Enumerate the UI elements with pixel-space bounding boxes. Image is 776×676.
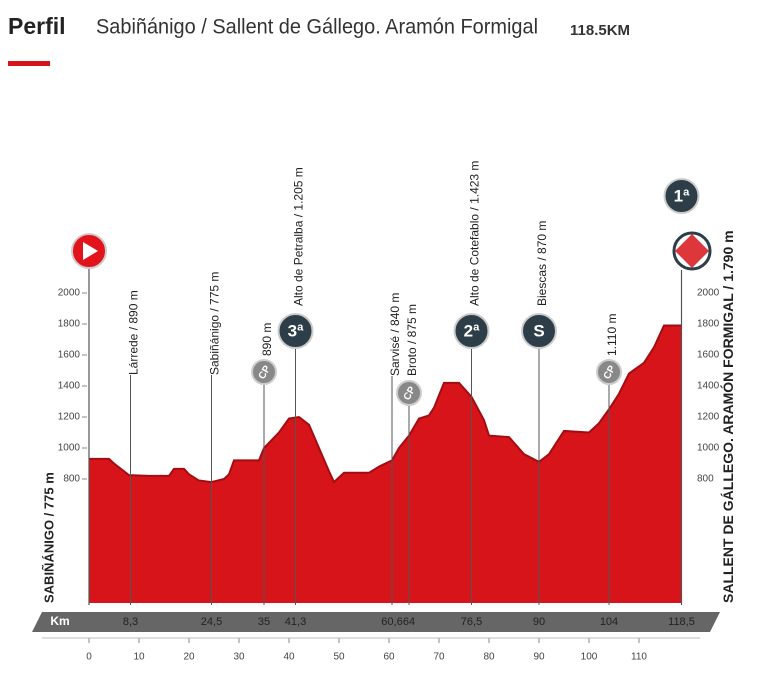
route-distance: 118.5KM	[570, 22, 630, 39]
km-marker-label: 76,5	[461, 616, 482, 628]
route-name: Sabiñánigo / Sallent de Gállego. Aramón …	[96, 16, 538, 39]
profile-line	[89, 324, 682, 484]
y-tick-label: 1200	[58, 412, 81, 423]
x-tick-label: 40	[283, 652, 295, 663]
y-tick-label: 1400	[58, 381, 81, 392]
y-tick-label: 1600	[58, 350, 81, 361]
climb-icon	[521, 313, 557, 349]
km-marker-label: 35	[258, 616, 270, 628]
climb-icon	[277, 313, 314, 349]
x-tick-label: 100	[581, 652, 598, 663]
annotation-label: Sarvisé / 840 m	[388, 293, 402, 376]
annotation-label: Alto de Petralba / 1.205 m	[292, 167, 306, 306]
plot	[88, 268, 683, 605]
x-tick-label: 50	[333, 652, 345, 663]
x-tick-label: 60	[383, 652, 395, 663]
km-marker-label: 41,3	[285, 616, 306, 628]
x-tick-label: 0	[86, 652, 92, 663]
annotation-label: SALLENT DE GÁLLEGO. ARAMÓN FORMIGAL / 1.…	[719, 230, 736, 603]
annotation-label: 890 m	[260, 323, 274, 356]
km-band	[32, 612, 720, 632]
x-tick-label: 90	[533, 652, 545, 663]
y-tick-label: 1800	[58, 319, 81, 330]
annotation-label: Broto / 875 m	[405, 304, 419, 376]
km-marker-label: 8,3	[123, 616, 138, 628]
y-tick-label: 1000	[58, 443, 81, 454]
km-label: Km	[50, 614, 69, 628]
checkpoint-icon	[596, 359, 622, 385]
header-title: Perfil	[8, 13, 66, 39]
y-tick-label-right: 1200	[697, 412, 720, 423]
km-marker-label: 90	[533, 616, 545, 628]
y-tick-label-right: 2000	[697, 288, 720, 299]
km-marker-label: 104	[600, 616, 618, 628]
climb-icon	[453, 313, 490, 349]
icon-label: S	[533, 321, 544, 340]
annotation-label: 1.110 m	[605, 314, 619, 356]
km-marker-label: 24,5	[201, 616, 222, 628]
y-tick-label: 2000	[58, 288, 81, 299]
y-tick-label-right: 1400	[697, 381, 720, 392]
icon-label: 1ª	[674, 186, 690, 205]
km-marker-label: 60,6	[381, 616, 402, 628]
x-tick-label: 30	[233, 652, 245, 663]
checkpoint-icon	[396, 380, 422, 406]
title-underline	[8, 61, 50, 66]
y-tick-label-right: 1600	[697, 350, 720, 361]
climb-icon	[663, 178, 700, 214]
annotation-label: Sabiñánigo / 775 m	[208, 272, 222, 375]
x-tick-label: 20	[183, 652, 195, 663]
y-tick-label: 800	[63, 474, 80, 485]
start-label: SABIÑÁNIGO / 775 m	[41, 472, 56, 603]
icon-label: 2ª	[464, 321, 480, 340]
km-marker-label: 64	[403, 616, 415, 628]
y-tick-label-right: 1000	[697, 443, 720, 454]
start-icon	[71, 233, 107, 269]
y-tick-label-right: 1800	[697, 319, 720, 330]
x-tick-label: 80	[483, 652, 495, 663]
x-tick-label: 70	[433, 652, 445, 663]
x-tick-label: 110	[631, 652, 647, 663]
annotation-label: Alto de Cotefablo / 1.423 m	[468, 161, 482, 306]
y-tick-label-right: 800	[697, 474, 714, 485]
finish-flag	[672, 231, 712, 271]
annotation-label: Biescas / 870 m	[535, 221, 549, 306]
annotation-label: Lárrede / 890 m	[127, 290, 141, 375]
km-marker-label: 118,5	[668, 616, 695, 628]
checkpoint-icon	[251, 359, 277, 385]
icon-label: 3ª	[288, 321, 304, 340]
x-tick-label: 10	[133, 652, 145, 663]
